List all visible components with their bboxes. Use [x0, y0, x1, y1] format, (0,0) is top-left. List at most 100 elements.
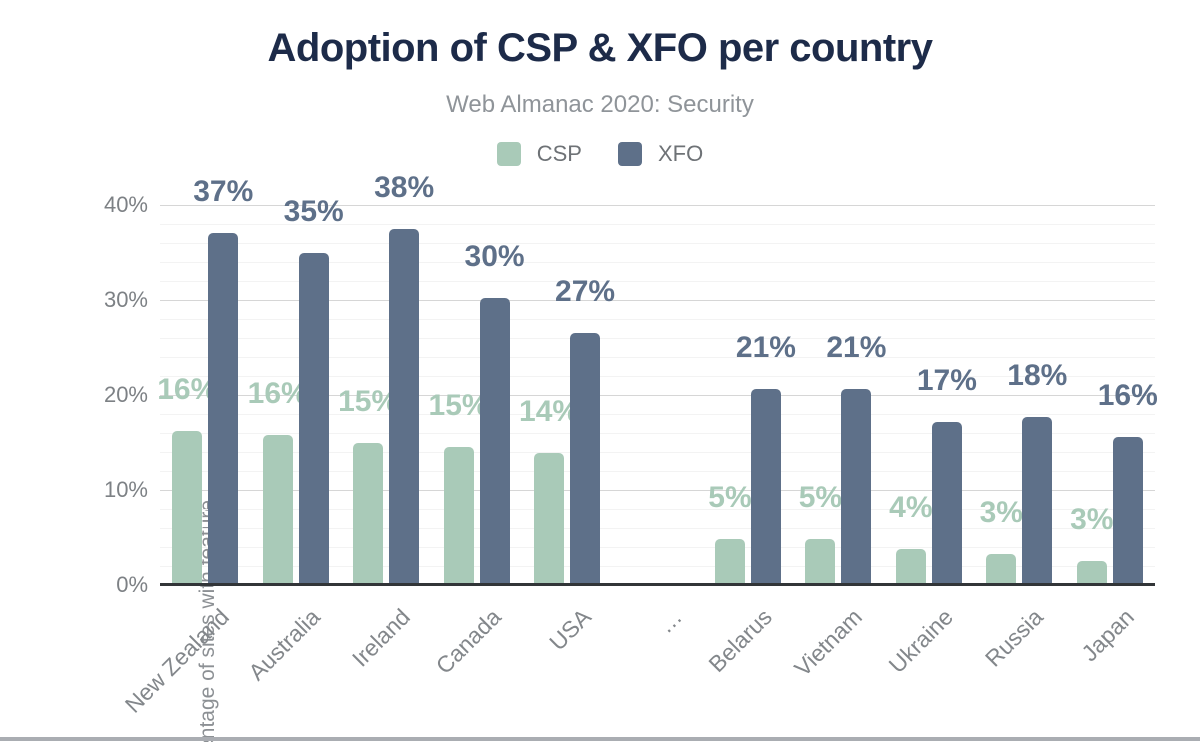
legend-item-xfo: XFO — [618, 141, 703, 167]
minor-gridline — [160, 527, 1155, 529]
bar-group-vietnam: 5% 21% — [793, 205, 886, 585]
x-axis-line — [160, 583, 1155, 586]
bar-xfo-ireland: 38% — [374, 172, 434, 585]
major-gridline — [160, 299, 1155, 301]
data-label-xfo-ukraine: 17% — [916, 363, 977, 397]
window-bottom-edge — [0, 737, 1200, 741]
bar-xfo-belarus: 21% — [736, 333, 796, 585]
minor-gridline — [160, 242, 1155, 244]
minor-gridline — [160, 565, 1155, 567]
data-label-xfo-usa: 27% — [555, 275, 616, 309]
legend-label-csp: CSP — [536, 141, 582, 166]
bar-group-canada: 15% 30% — [429, 205, 525, 585]
data-label-csp-canada: 15% — [428, 389, 489, 423]
bar-csp-japan: 3% — [1070, 505, 1113, 585]
csp-swatch-icon — [496, 142, 521, 166]
data-label-xfo-belarus: 21% — [735, 331, 796, 365]
bar-group-belarus: 5% 21% — [703, 205, 796, 585]
bar-csp-usa: 14% — [519, 396, 579, 585]
legend-item-csp: CSP — [496, 141, 582, 167]
data-label-xfo-canada: 30% — [464, 240, 525, 274]
data-label-csp-ukraine: 4% — [889, 490, 933, 524]
data-label-csp-belarus: 5% — [708, 481, 752, 515]
y-tick-label: 40% — [103, 192, 148, 217]
bar-csp-russia: 3% — [980, 497, 1023, 585]
major-gridline — [160, 489, 1155, 491]
x-tick-label-russia: Russia — [980, 603, 1049, 672]
minor-gridline — [160, 432, 1155, 434]
bar-xfo-canada: 30% — [465, 242, 525, 585]
bar-xfo-ukraine: 17% — [917, 365, 977, 585]
x-tick-label-canada: Canada — [430, 603, 506, 679]
bar-group-russia: 3% 18% — [974, 205, 1067, 585]
minor-gridline — [160, 546, 1155, 548]
minor-gridline — [160, 318, 1155, 320]
legend-label-xfo: XFO — [658, 141, 704, 166]
data-label-xfo-australia: 35% — [283, 195, 344, 229]
bar-csp-australia: 16% — [248, 378, 308, 585]
bar-xfo-japan: 16% — [1098, 380, 1158, 585]
bar-group-ukraine: 4% 17% — [884, 205, 977, 585]
minor-gridline — [160, 451, 1155, 453]
major-gridline — [160, 204, 1155, 206]
data-label-csp-russia: 3% — [979, 495, 1023, 529]
data-label-csp-ireland: 15% — [338, 385, 399, 419]
bar-group-australia: 16% 35% — [248, 197, 344, 585]
minor-gridline — [160, 413, 1155, 415]
data-label-xfo-russia: 18% — [1007, 358, 1068, 392]
bar-xfo-usa: 27% — [555, 277, 615, 585]
x-tick-label-gap: … — [651, 603, 687, 639]
minor-gridline — [160, 261, 1155, 263]
x-tick-label-vietnam: Vietnam — [789, 603, 868, 682]
minor-gridline — [160, 337, 1155, 339]
data-label-csp-usa: 14% — [519, 394, 580, 428]
bar-xfo-australia: 35% — [284, 197, 344, 585]
bar-csp-ukraine: 4% — [889, 492, 933, 585]
bar-group-gap — [612, 205, 702, 585]
bar-xfo-russia: 18% — [1007, 360, 1067, 585]
y-tick-label: 0% — [116, 572, 148, 597]
minor-gridline — [160, 375, 1155, 377]
data-label-csp-japan: 3% — [1070, 503, 1114, 537]
bar-group-usa: 14% 27% — [519, 205, 615, 585]
bar-csp-ireland: 15% — [338, 387, 398, 585]
x-tick-label-ireland: Ireland — [346, 603, 416, 672]
data-label-xfo-vietnam: 21% — [826, 331, 887, 365]
data-label-csp-vietnam: 5% — [798, 481, 843, 515]
bar-xfo-new-zealand: 37% — [193, 176, 253, 585]
bar-csp-vietnam: 5% — [799, 483, 842, 585]
minor-gridline — [160, 356, 1155, 358]
x-tick-label-usa: USA — [544, 603, 597, 656]
minor-gridline — [160, 223, 1155, 225]
bar-group-ireland: 15% 38% — [338, 172, 434, 585]
x-tick-label-ukraine: Ukraine — [883, 603, 958, 679]
major-gridline — [160, 394, 1155, 396]
data-label-xfo-ireland: 38% — [374, 170, 435, 204]
bar-csp-canada: 15% — [429, 391, 489, 585]
y-tick-label: 10% — [103, 477, 148, 502]
legend: CSP XFO — [0, 141, 1200, 167]
bar-xfo-vietnam: 21% — [826, 333, 886, 585]
y-tick-label: 20% — [103, 382, 148, 407]
minor-gridline — [160, 508, 1155, 510]
data-label-csp-australia: 16% — [247, 376, 308, 410]
bar-groups: 16% 37% 16% 35% 15% 38% 15% 30% 14% 27% 5% 21% 5% 21%… — [157, 172, 1158, 585]
plot-area: Percentage of sites with feature 16% 37% 1… — [120, 172, 1158, 742]
x-tick-label-belarus: Belarus — [703, 603, 777, 678]
bar-csp-new-zealand: 16% — [157, 375, 217, 585]
minor-gridline — [160, 280, 1155, 282]
chart-title: Adoption of CSP & XFO per country — [267, 26, 933, 70]
xfo-swatch-icon — [618, 142, 642, 166]
data-label-xfo-japan: 16% — [1097, 378, 1158, 412]
minor-gridline — [160, 470, 1155, 472]
x-tick-label-japan: Japan — [1076, 603, 1139, 667]
chart-subtitle: Web Almanac 2020: Security — [446, 91, 754, 118]
bar-csp-belarus: 5% — [708, 483, 752, 585]
data-label-xfo-new-zealand: 37% — [193, 174, 254, 208]
bar-group-new-zealand: 16% 37% — [157, 176, 253, 585]
bar-group-japan: 3% 16% — [1065, 205, 1158, 585]
data-label-csp-new-zealand: 16% — [157, 373, 218, 407]
x-tick-label-australia: Australia — [242, 603, 325, 686]
y-tick-label: 30% — [103, 287, 148, 312]
